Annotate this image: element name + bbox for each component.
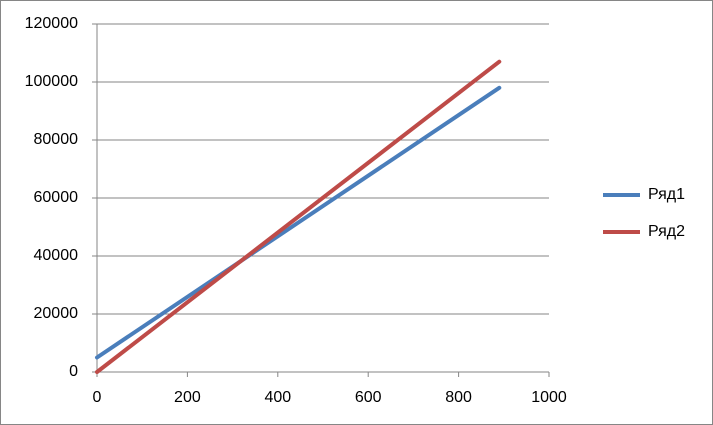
y-tick-label: 20000 [34,305,79,322]
y-tick-label: 80000 [34,131,79,148]
series-line [95,59,502,374]
series-line [95,85,502,360]
y-tick-label: 100000 [25,73,78,90]
x-tick-label: 200 [174,389,201,406]
x-tick-label: 600 [355,389,382,406]
y-tick-label: 60000 [34,189,79,206]
x-tick-label: 1000 [531,389,567,406]
x-tick-label: 400 [264,389,291,406]
y-tick-label: 40000 [34,247,79,264]
y-tick-label: 0 [69,363,78,380]
x-tick-label: 0 [93,389,102,406]
legend-label: Ряд2 [648,223,685,240]
y-tick-label: 120000 [25,15,78,32]
legend-label: Ряд1 [648,186,685,203]
x-tick-label: 800 [445,389,472,406]
